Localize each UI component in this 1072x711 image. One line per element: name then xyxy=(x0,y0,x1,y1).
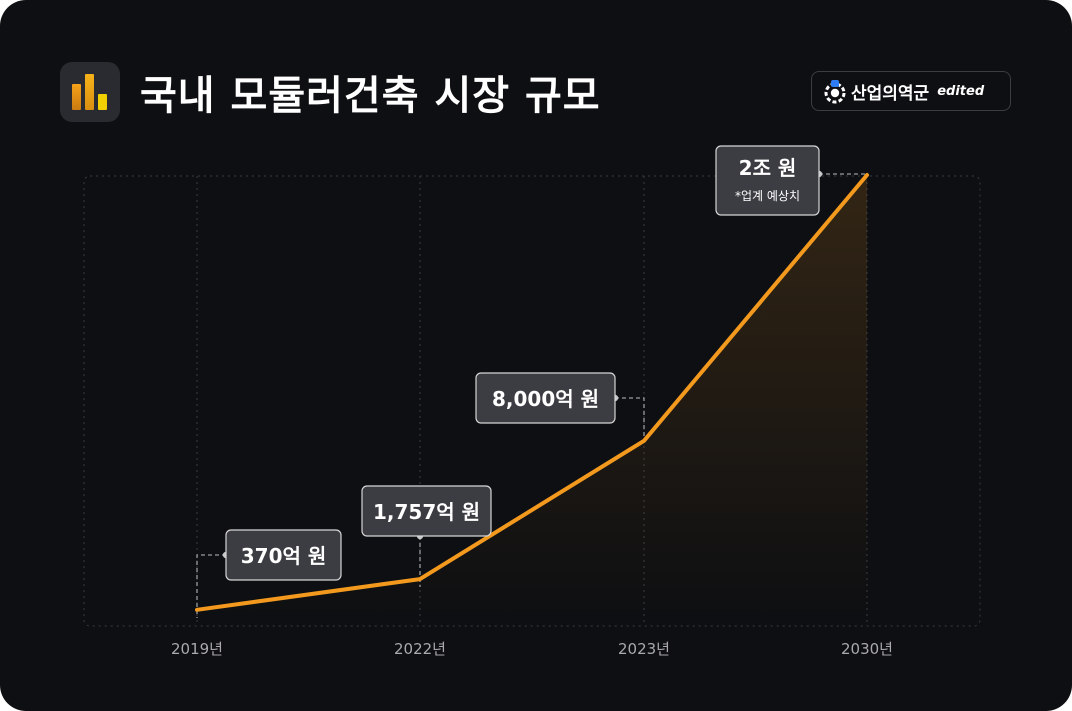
x-tick-label-3: 2030년 xyxy=(841,640,893,658)
brand-tag: edited xyxy=(937,83,985,99)
data-labels: 370억 원 1,757억 원 8,000억 원 2조 원 *업계 예상치 xyxy=(225,145,820,581)
annotation-text: *업계 예상치 xyxy=(735,189,800,203)
data-label-text-2: 8,000억 원 xyxy=(492,387,599,411)
gear-worker-icon xyxy=(824,80,846,104)
chart-grid xyxy=(83,175,981,627)
grid-frame xyxy=(83,175,981,627)
series-area xyxy=(197,175,867,618)
data-label-0: 370억 원 xyxy=(225,529,342,581)
title-bar: 국내 모듈러건축 시장 규모 xyxy=(60,62,601,122)
data-label-2: 8,000억 원 xyxy=(475,372,616,424)
data-label-box-2 xyxy=(475,372,616,424)
bar-chart-icon xyxy=(60,62,120,122)
data-label-text-1: 1,757억 원 xyxy=(373,500,480,524)
data-label-1: 1,757억 원 xyxy=(361,485,492,537)
x-tick-label-0: 2019년 xyxy=(171,640,223,658)
data-label-3: 2조 원 *업계 예상치 xyxy=(715,145,820,216)
page-title: 국내 모듈러건축 시장 규모 xyxy=(140,73,601,119)
data-label-box-1 xyxy=(361,485,492,537)
x-tick-label-1: 2022년 xyxy=(394,640,446,658)
x-axis-ticks: 2019년 2022년 2023년 2030년 xyxy=(171,640,893,658)
data-label-box-3 xyxy=(715,145,820,216)
leader-line-2 xyxy=(615,397,645,445)
brand-name: 산업의역군 xyxy=(851,83,930,104)
x-tick-label-2: 2023년 xyxy=(618,640,670,658)
leader-line-0 xyxy=(196,554,226,618)
series-line xyxy=(195,173,869,612)
data-label-text-0: 370억 원 xyxy=(241,544,327,568)
brand-badge: 산업의역군 edited xyxy=(811,71,1011,111)
data-label-box-0 xyxy=(225,529,342,581)
data-label-text-3: 2조 원 xyxy=(739,156,797,180)
